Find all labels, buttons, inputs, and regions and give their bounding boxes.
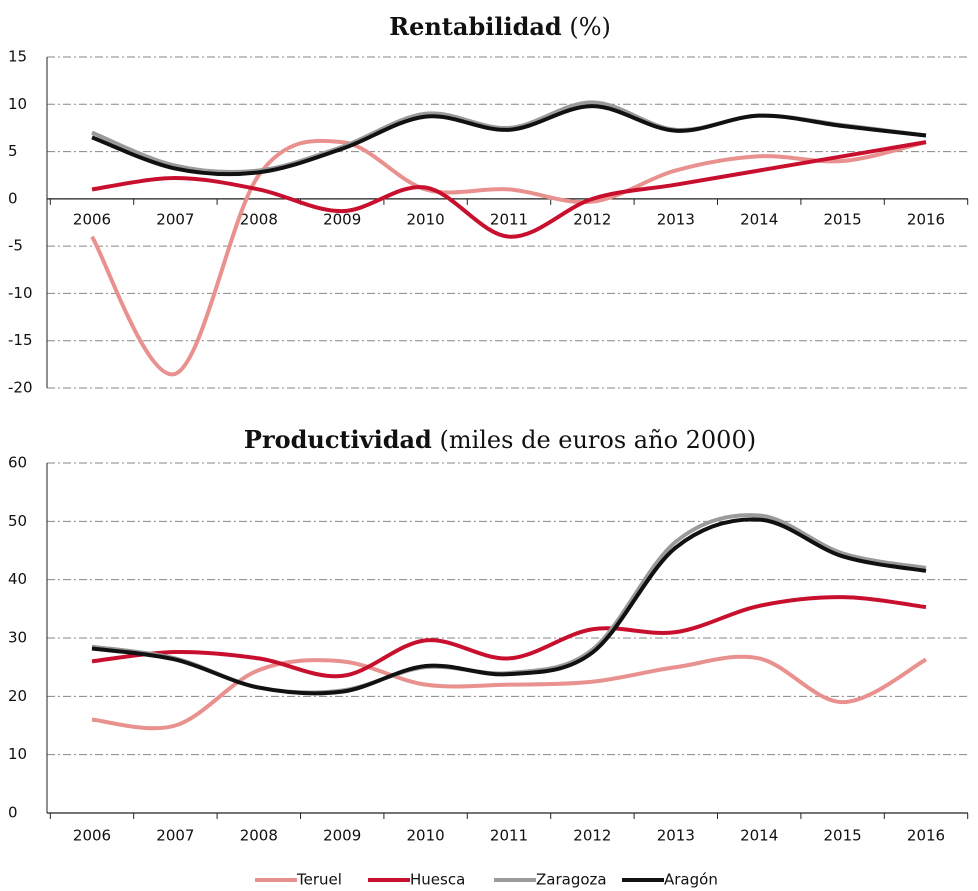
- x-tick-label: 2015: [824, 211, 862, 229]
- x-tick-label: 2007: [156, 211, 194, 229]
- y-tick-label: 40: [8, 570, 27, 588]
- series-line: [91, 513, 927, 695]
- y-tick-label: 5: [8, 142, 18, 160]
- series-line: [91, 104, 927, 177]
- x-tick-label: 2014: [740, 211, 778, 229]
- x-tick-label: 2006: [73, 211, 111, 229]
- title-note: (miles de euros año 2000): [439, 426, 756, 454]
- y-tick-label: 20: [8, 687, 27, 705]
- chart-title: Rentabilidad (%): [389, 12, 611, 41]
- x-tick-label: 2009: [323, 827, 361, 845]
- title-note: (%): [569, 13, 611, 41]
- legend-label: Huesca: [410, 871, 465, 889]
- series-line: [91, 140, 927, 239]
- y-tick-label: 15: [8, 48, 27, 66]
- x-tick-label: 2016: [907, 211, 945, 229]
- x-tick-label: 2006: [73, 827, 111, 845]
- y-tick-label: -10: [8, 284, 33, 302]
- x-tick-label: 2013: [657, 211, 695, 229]
- title-main: Rentabilidad: [389, 12, 562, 41]
- y-tick-label: 50: [8, 512, 27, 530]
- x-tick-label: 2013: [657, 827, 695, 845]
- y-tick-label: -20: [8, 379, 33, 397]
- series-line: [91, 517, 927, 696]
- x-tick-label: 2016: [907, 827, 945, 845]
- y-tick-label: 30: [8, 629, 27, 647]
- x-tick-label: 2010: [407, 827, 445, 845]
- y-tick-label: -15: [8, 331, 33, 349]
- x-tick-label: 2014: [740, 827, 778, 845]
- legend-label: Aragón: [664, 871, 718, 889]
- y-tick-label: 60: [8, 454, 27, 472]
- chart-title: Productividad (miles de euros año 2000): [244, 425, 756, 454]
- series-line: [91, 595, 927, 679]
- legend-label: Teruel: [296, 871, 342, 889]
- x-tick-label: 2011: [490, 827, 528, 845]
- y-tick-label: -5: [8, 237, 23, 255]
- y-tick-label: 0: [8, 804, 18, 822]
- x-tick-label: 2012: [573, 211, 611, 229]
- title-main: Productividad: [244, 425, 432, 454]
- x-tick-label: 2011: [490, 211, 528, 229]
- x-tick-label: 2008: [240, 211, 278, 229]
- x-tick-label: 2008: [240, 827, 278, 845]
- x-tick-label: 2010: [407, 211, 445, 229]
- x-tick-label: 2012: [573, 827, 611, 845]
- x-tick-label: 2007: [156, 827, 194, 845]
- x-tick-label: 2009: [323, 211, 361, 229]
- x-tick-label: 2015: [824, 827, 862, 845]
- y-tick-label: 0: [8, 189, 18, 207]
- y-tick-label: 10: [8, 745, 27, 763]
- series-line: [91, 654, 927, 731]
- y-tick-label: 10: [8, 95, 27, 113]
- series-line: [90, 138, 927, 377]
- legend-label: Zaragoza: [536, 871, 607, 889]
